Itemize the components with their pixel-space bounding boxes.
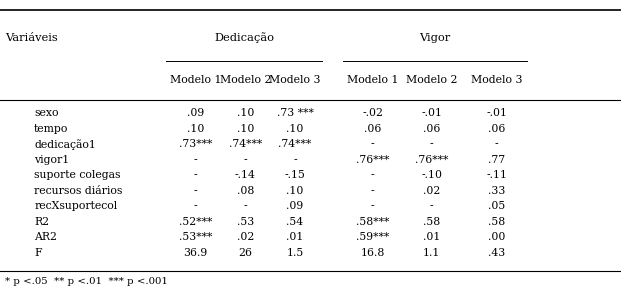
Text: .58***: .58***: [356, 217, 389, 227]
Text: -: -: [293, 155, 297, 165]
Text: Modelo 2: Modelo 2: [406, 75, 457, 85]
Text: .58: .58: [423, 217, 440, 227]
Text: R2: R2: [34, 217, 49, 227]
Text: .76***: .76***: [415, 155, 448, 165]
Text: .53***: .53***: [179, 232, 212, 242]
Text: -.01: -.01: [421, 108, 442, 118]
Text: .02: .02: [423, 186, 440, 196]
Text: -: -: [430, 139, 433, 149]
Text: 16.8: 16.8: [360, 248, 385, 258]
Text: 1.1: 1.1: [423, 248, 440, 258]
Text: -: -: [194, 201, 197, 211]
Text: dedicação1: dedicação1: [34, 139, 96, 150]
Text: .43: .43: [488, 248, 505, 258]
Text: -.15: -.15: [284, 170, 306, 180]
Text: .53: .53: [237, 217, 254, 227]
Text: recursos diários: recursos diários: [34, 186, 122, 196]
Text: F: F: [34, 248, 42, 258]
Text: 1.5: 1.5: [286, 248, 304, 258]
Text: .73***: .73***: [179, 139, 212, 149]
Text: .76***: .76***: [356, 155, 389, 165]
Text: -: -: [194, 155, 197, 165]
Text: .06: .06: [364, 124, 381, 134]
Text: -: -: [194, 170, 197, 180]
Text: sexo: sexo: [34, 108, 58, 118]
Text: suporte colegas: suporte colegas: [34, 170, 120, 180]
Text: -: -: [371, 139, 374, 149]
Text: 36.9: 36.9: [183, 248, 208, 258]
Text: -.14: -.14: [235, 170, 256, 180]
Text: .54: .54: [286, 217, 304, 227]
Text: .10: .10: [237, 124, 254, 134]
Text: Modelo 3: Modelo 3: [270, 75, 320, 85]
Text: .06: .06: [423, 124, 440, 134]
Text: -.02: -.02: [362, 108, 383, 118]
Text: .01: .01: [286, 232, 304, 242]
Text: .58: .58: [488, 217, 505, 227]
Text: tempo: tempo: [34, 124, 68, 134]
Text: Modelo 1: Modelo 1: [347, 75, 398, 85]
Text: Variáveis: Variáveis: [5, 33, 58, 43]
Text: -: -: [243, 155, 247, 165]
Text: .74***: .74***: [229, 139, 262, 149]
Text: -: -: [495, 139, 499, 149]
Text: .77: .77: [488, 155, 505, 165]
Text: -: -: [371, 186, 374, 196]
Text: .01: .01: [423, 232, 440, 242]
Text: .10: .10: [286, 186, 304, 196]
Text: -: -: [243, 201, 247, 211]
Text: .02: .02: [237, 232, 254, 242]
Text: 26: 26: [238, 248, 252, 258]
Text: Dedicação: Dedicação: [214, 32, 274, 43]
Text: vigor1: vigor1: [34, 155, 70, 165]
Text: .59***: .59***: [356, 232, 389, 242]
Text: .52***: .52***: [179, 217, 212, 227]
Text: -.01: -.01: [486, 108, 507, 118]
Text: .10: .10: [187, 124, 204, 134]
Text: .09: .09: [286, 201, 304, 211]
Text: .73 ***: .73 ***: [276, 108, 314, 118]
Text: .00: .00: [488, 232, 505, 242]
Text: .09: .09: [187, 108, 204, 118]
Text: -: -: [430, 201, 433, 211]
Text: .10: .10: [286, 124, 304, 134]
Text: Vigor: Vigor: [419, 33, 450, 43]
Text: Modelo 3: Modelo 3: [471, 75, 522, 85]
Text: -: -: [371, 201, 374, 211]
Text: .06: .06: [488, 124, 505, 134]
Text: .33: .33: [488, 186, 505, 196]
Text: Modelo 2: Modelo 2: [220, 75, 271, 85]
Text: * p <.05  ** p <.01  *** p <.001: * p <.05 ** p <.01 *** p <.001: [5, 277, 168, 286]
Text: .05: .05: [488, 201, 505, 211]
Text: -.11: -.11: [486, 170, 507, 180]
Text: -: -: [194, 186, 197, 196]
Text: Modelo 1: Modelo 1: [170, 75, 221, 85]
Text: recXsuportecol: recXsuportecol: [34, 201, 117, 211]
Text: .74***: .74***: [278, 139, 312, 149]
Text: .10: .10: [237, 108, 254, 118]
Text: -.10: -.10: [421, 170, 442, 180]
Text: AR2: AR2: [34, 232, 57, 242]
Text: .08: .08: [237, 186, 254, 196]
Text: -: -: [371, 170, 374, 180]
